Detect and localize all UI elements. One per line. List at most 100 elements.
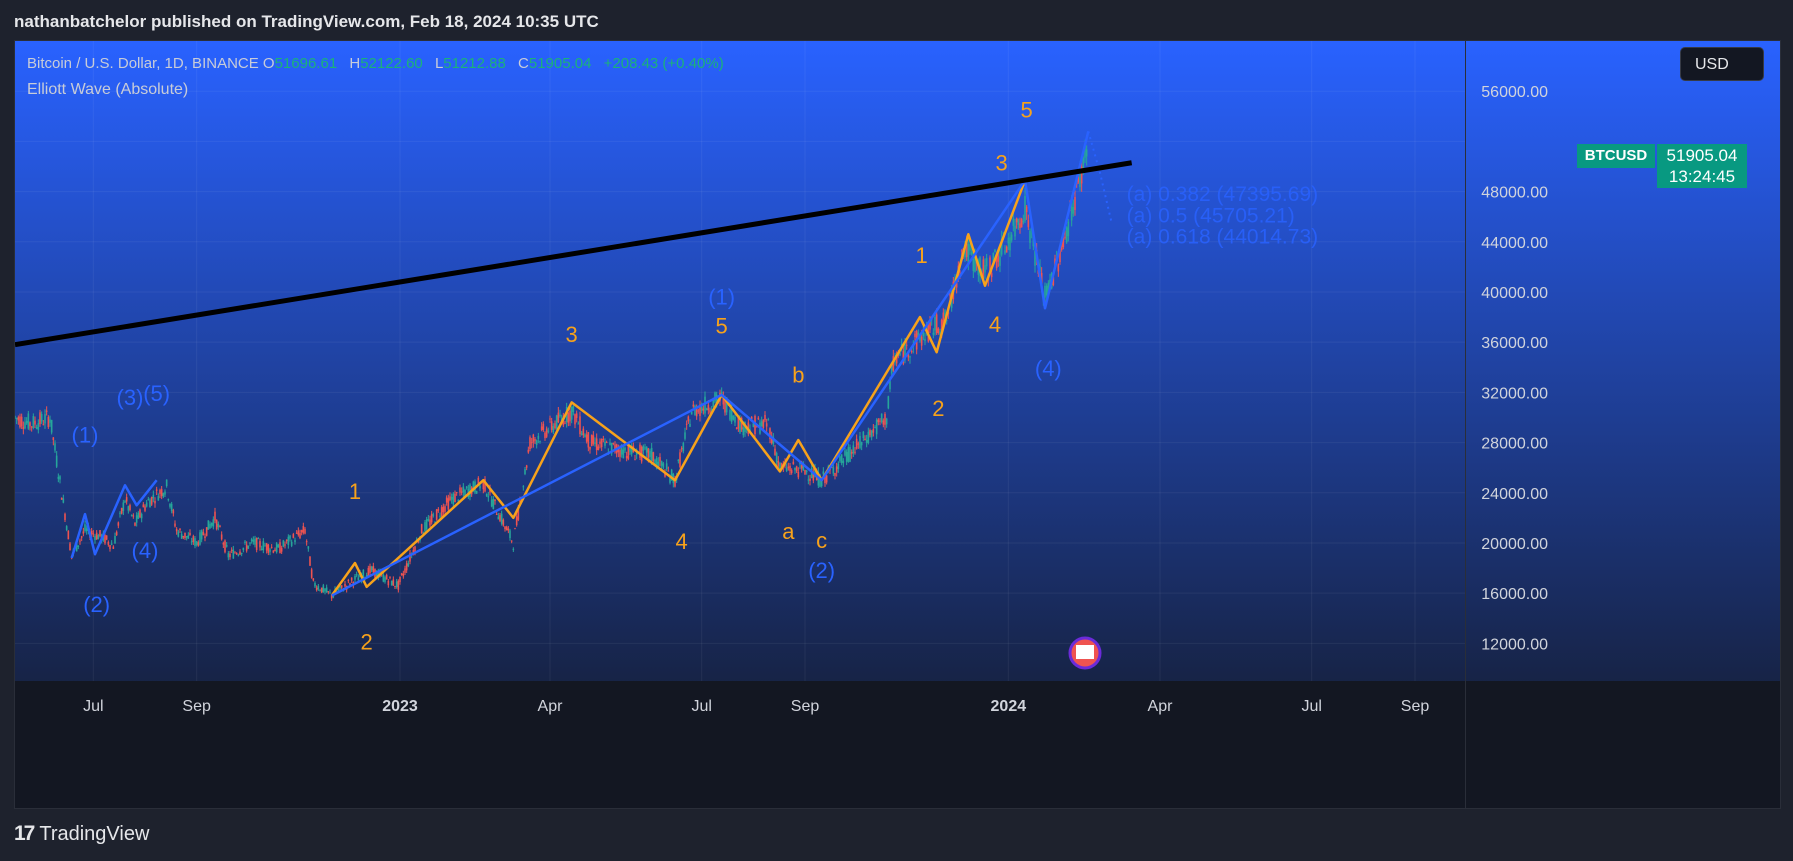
candle-body bbox=[990, 273, 993, 278]
tradingview-logo-icon[interactable]: 17 bbox=[14, 822, 35, 845]
candle-body bbox=[835, 466, 838, 473]
candle-body bbox=[689, 423, 691, 427]
candle-body bbox=[227, 553, 230, 558]
candle-body bbox=[525, 465, 528, 468]
candle-body bbox=[217, 523, 220, 528]
time-axis-bg bbox=[15, 681, 1780, 808]
candle-body bbox=[1072, 206, 1075, 214]
candle-body bbox=[754, 415, 756, 435]
wave-line bbox=[330, 179, 1027, 597]
candle-body bbox=[984, 265, 986, 273]
candle-body bbox=[725, 397, 728, 413]
candle-body bbox=[855, 438, 858, 449]
candle-body bbox=[104, 534, 106, 544]
candle-body bbox=[187, 535, 190, 539]
candle-body bbox=[250, 539, 253, 542]
candle-body bbox=[519, 500, 521, 503]
chart-area[interactable]: (a) 0.382 (47395.69) (a) 0.5 (45705.21) (a… bbox=[14, 40, 1781, 809]
candle-body bbox=[274, 549, 276, 552]
candle-body bbox=[535, 440, 538, 445]
candle-body bbox=[265, 543, 268, 551]
candle-body bbox=[350, 577, 353, 581]
candle-body bbox=[110, 543, 113, 545]
currency-button[interactable]: USD bbox=[1680, 47, 1764, 81]
candle-body bbox=[825, 475, 828, 483]
candle-body bbox=[165, 479, 168, 487]
candle-body bbox=[27, 413, 30, 429]
candle-body bbox=[94, 535, 96, 540]
candle-body bbox=[677, 459, 680, 462]
brand-name[interactable]: TradingView bbox=[39, 822, 150, 845]
candle-body bbox=[32, 416, 35, 429]
candle-body bbox=[317, 586, 320, 590]
candle-body bbox=[804, 470, 806, 475]
candle-body bbox=[700, 406, 703, 411]
candle-body bbox=[272, 550, 275, 553]
candle-body bbox=[862, 431, 865, 439]
candle-body bbox=[854, 451, 856, 453]
candle-body bbox=[184, 532, 186, 538]
candle-body bbox=[939, 331, 941, 335]
candle-body bbox=[205, 527, 208, 536]
candle-body bbox=[972, 251, 975, 272]
candle-body bbox=[567, 412, 570, 423]
candle-body bbox=[597, 446, 600, 451]
candle-body bbox=[920, 336, 923, 346]
indicator-name[interactable]: Elliott Wave (Absolute) bbox=[27, 81, 189, 98]
candle-body bbox=[1000, 238, 1003, 255]
candle-body bbox=[595, 438, 598, 451]
wave-line bbox=[331, 131, 1090, 597]
candle-body bbox=[502, 519, 505, 526]
candle-body bbox=[134, 522, 136, 526]
candle-body bbox=[264, 545, 266, 547]
candle-body bbox=[509, 530, 511, 539]
candle-body bbox=[69, 543, 71, 551]
candle-body bbox=[214, 511, 216, 521]
candle-body bbox=[247, 545, 250, 549]
candle-body bbox=[59, 476, 61, 480]
price-chart[interactable]: (a) 0.382 (47395.69)(a) 0.5 (45705.21)(a… bbox=[15, 41, 1780, 808]
candle-body bbox=[624, 447, 626, 451]
candle-body bbox=[199, 532, 201, 545]
candle-body bbox=[737, 416, 740, 429]
candle-body bbox=[249, 542, 251, 544]
candle-body bbox=[674, 477, 676, 487]
wave-label: 2 bbox=[932, 396, 944, 421]
candle-body bbox=[149, 500, 151, 508]
wave-label: 1 bbox=[916, 243, 928, 268]
candle-body bbox=[355, 574, 358, 576]
candle-body bbox=[362, 569, 365, 579]
candle-body bbox=[779, 462, 781, 470]
candle-body bbox=[785, 468, 788, 471]
candle-body bbox=[750, 416, 753, 419]
candle-body bbox=[924, 338, 926, 342]
candle-body bbox=[432, 514, 435, 516]
candle-body bbox=[997, 255, 1000, 262]
candle-body bbox=[285, 539, 288, 541]
candle-body bbox=[282, 540, 285, 547]
candle-body bbox=[357, 577, 360, 581]
candle-body bbox=[884, 413, 886, 425]
candle-body bbox=[462, 486, 465, 493]
candle-body bbox=[445, 497, 448, 503]
candle-body bbox=[260, 548, 263, 551]
candle-body bbox=[175, 528, 178, 532]
trendline-layer[interactable] bbox=[15, 160, 1133, 348]
candle-body bbox=[404, 568, 406, 573]
candle-body bbox=[457, 499, 460, 502]
candle-body bbox=[119, 512, 121, 514]
candle-body bbox=[620, 444, 623, 455]
candle-body bbox=[909, 356, 911, 358]
low-value: 51212.88 bbox=[443, 55, 506, 72]
candle-body bbox=[469, 484, 471, 497]
candle-body bbox=[420, 524, 423, 534]
candle-body bbox=[832, 467, 835, 474]
price-tick-label: 40000.00 bbox=[1481, 285, 1548, 302]
candle-body bbox=[337, 589, 340, 592]
candle-body bbox=[384, 577, 386, 582]
candle-body bbox=[555, 415, 558, 430]
candle-body bbox=[580, 433, 583, 435]
candle-body bbox=[645, 446, 648, 453]
candle-body bbox=[152, 494, 155, 499]
candle-body bbox=[425, 519, 428, 530]
